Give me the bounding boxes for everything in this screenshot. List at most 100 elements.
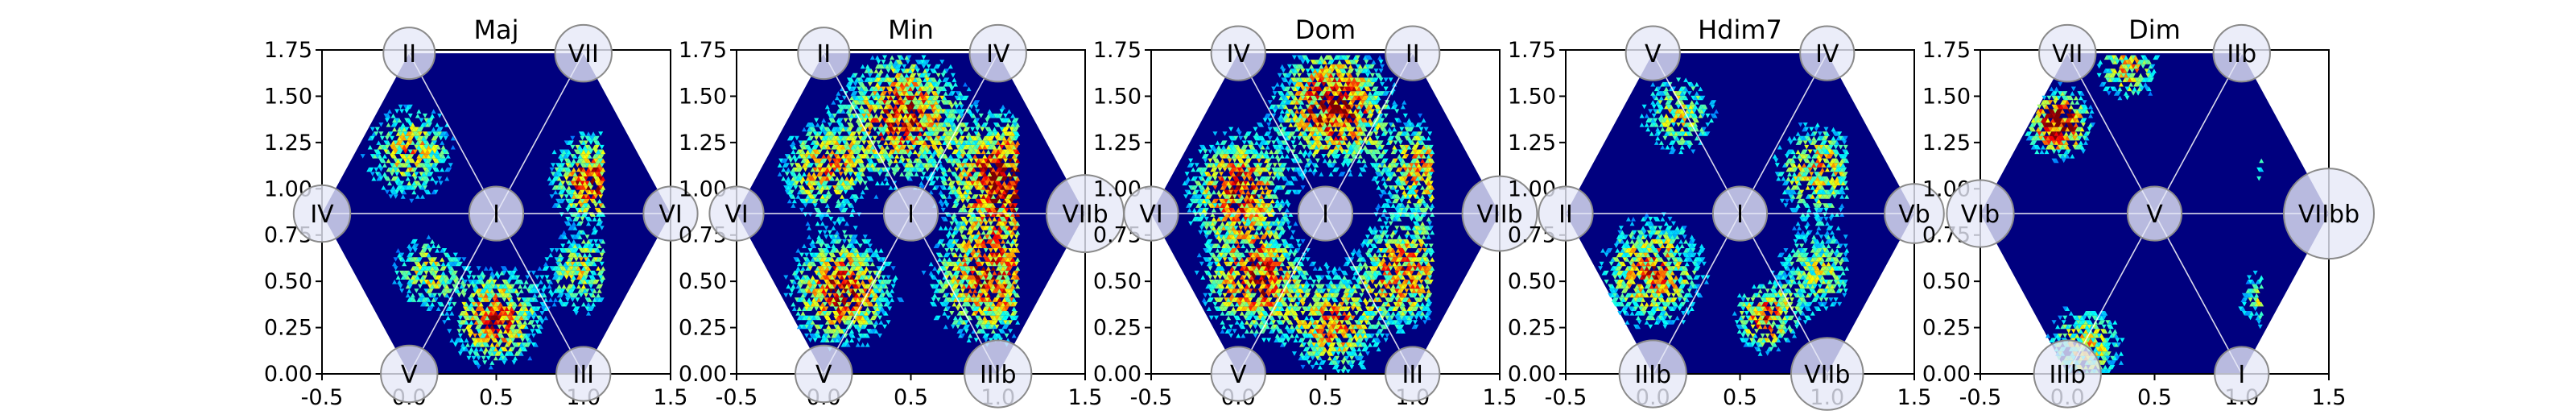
density-cell — [554, 275, 559, 280]
density-cell — [468, 333, 473, 338]
density-cell — [435, 158, 440, 164]
density-cell — [827, 311, 832, 316]
density-cell — [555, 280, 561, 284]
density-cell — [492, 280, 497, 284]
density-cell — [828, 217, 834, 222]
density-cell — [952, 140, 957, 145]
density-cell — [405, 292, 411, 298]
density-cell — [966, 212, 972, 217]
density-cell — [989, 226, 995, 230]
density-cell — [998, 301, 1003, 307]
density-cell — [995, 176, 1001, 181]
density-cell — [804, 144, 810, 150]
density-cell — [850, 144, 856, 150]
density-cell — [943, 127, 948, 132]
density-cell — [435, 266, 440, 271]
density-cell — [968, 288, 973, 293]
density-cell — [982, 154, 988, 159]
density-cell — [1013, 185, 1018, 190]
density-cell — [462, 288, 468, 293]
density-cell — [954, 203, 960, 208]
density-cell — [938, 288, 943, 293]
density-cell — [805, 266, 811, 271]
density-cell — [921, 118, 927, 123]
density-cell — [935, 288, 941, 293]
density-cell — [852, 292, 857, 298]
density-cell — [588, 292, 594, 298]
density-cell — [980, 217, 985, 222]
density-cell — [968, 248, 974, 253]
density-cell — [965, 172, 971, 176]
density-cell — [407, 163, 412, 168]
density-cell — [1286, 338, 1291, 342]
density-cell — [570, 243, 576, 248]
density-cell — [1337, 346, 1343, 352]
density-cell — [968, 280, 973, 284]
density-cell — [412, 266, 418, 271]
density-cell — [942, 311, 947, 316]
density-cell — [598, 131, 604, 136]
density-cell — [1015, 176, 1021, 181]
density-cell — [978, 301, 984, 307]
density-cell — [963, 324, 968, 330]
density-cell — [1311, 333, 1317, 338]
density-cell — [1304, 315, 1310, 321]
density-cell — [871, 167, 877, 172]
density-cell — [910, 77, 915, 82]
density-cell — [852, 311, 857, 316]
density-cell — [914, 68, 920, 73]
density-cell — [842, 167, 847, 172]
density-cell — [975, 118, 980, 123]
density-cell — [448, 163, 453, 168]
density-cell — [843, 172, 848, 176]
density-cell — [940, 127, 946, 132]
density-cell — [920, 95, 925, 101]
density-cell — [399, 172, 405, 176]
density-cell — [904, 109, 910, 114]
density-cell — [998, 266, 1003, 271]
density-cell — [421, 261, 427, 267]
density-cell — [833, 154, 839, 159]
density-cell — [414, 261, 419, 267]
density-cell — [471, 311, 477, 316]
density-cell — [886, 167, 891, 172]
density-cell — [1003, 131, 1009, 136]
density-cell — [947, 226, 953, 230]
density-cell — [944, 140, 950, 145]
density-cell — [860, 135, 865, 141]
density-cell — [994, 261, 1000, 267]
density-cell — [954, 95, 960, 101]
density-cell — [997, 154, 1002, 159]
density-cell — [925, 131, 931, 136]
density-cell — [571, 221, 576, 226]
density-cell — [1011, 252, 1017, 258]
density-cell — [811, 243, 817, 248]
density-cell — [601, 176, 606, 181]
density-cell — [850, 270, 856, 276]
density-cell — [414, 243, 419, 248]
density-cell — [1307, 324, 1312, 330]
density-cell — [1278, 329, 1284, 334]
density-cell — [559, 301, 564, 307]
density-cell — [554, 257, 559, 262]
density-cell — [1001, 127, 1007, 132]
density-cell — [968, 217, 973, 222]
density-cell — [495, 329, 501, 334]
density-cell — [923, 113, 928, 118]
density-cell — [438, 180, 444, 186]
y-tick-label: 1.25 — [264, 131, 312, 156]
density-cell — [963, 252, 968, 258]
density-cell — [530, 288, 536, 293]
density-cell — [995, 158, 1001, 164]
density-cell — [433, 261, 439, 267]
density-cell — [865, 333, 870, 338]
vertex-node-circle — [968, 23, 1027, 83]
density-cell — [1376, 338, 1381, 342]
density-cell — [886, 275, 891, 280]
density-cell — [905, 122, 910, 127]
density-cell — [935, 154, 941, 159]
density-cell — [942, 122, 947, 127]
density-cell — [844, 167, 850, 172]
density-cell — [411, 280, 417, 284]
density-cell — [1356, 320, 1362, 325]
